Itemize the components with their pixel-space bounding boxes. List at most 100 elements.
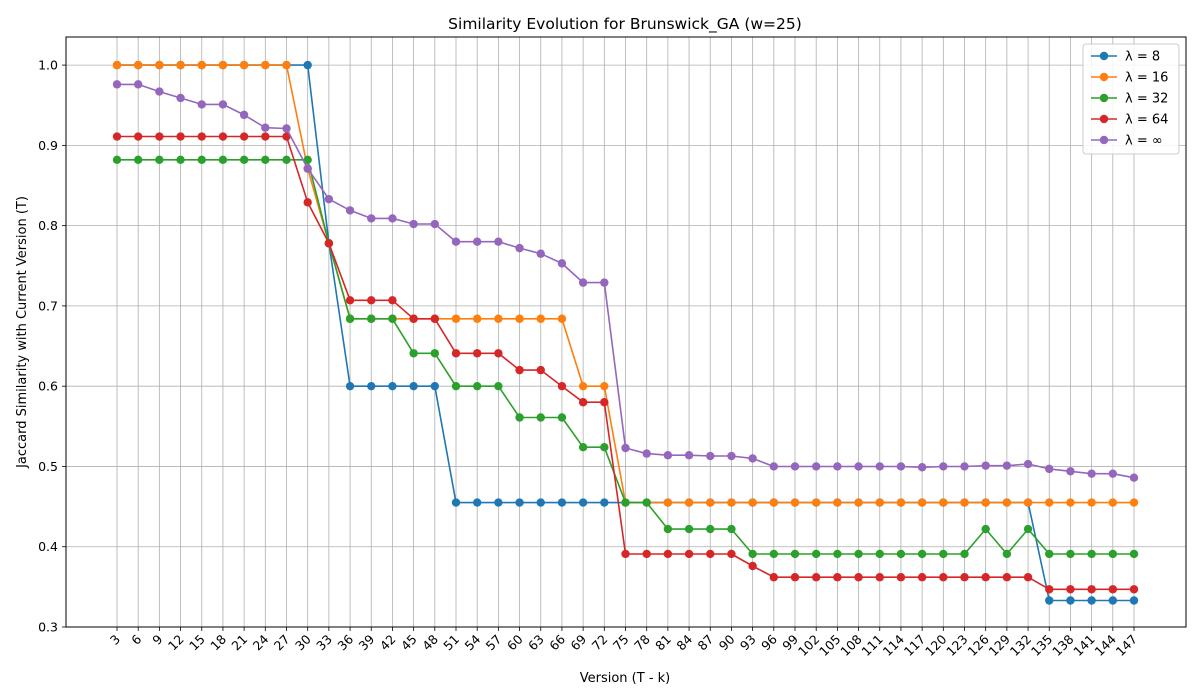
data-point [472, 314, 482, 323]
data-point [578, 498, 588, 507]
data-point [282, 132, 291, 141]
data-point [133, 60, 143, 70]
data-point [324, 194, 334, 204]
data-point [388, 381, 397, 391]
x-tick-label: 3 [107, 632, 123, 648]
data-point [1002, 573, 1012, 582]
x-tick-label: 96 [758, 631, 780, 653]
data-point [112, 155, 122, 165]
data-point [1087, 469, 1096, 478]
data-point [621, 549, 630, 559]
data-point [367, 381, 376, 391]
data-point [1129, 549, 1139, 559]
x-tick-label: 81 [652, 632, 674, 654]
legend-marker [1099, 114, 1109, 124]
data-point [1045, 549, 1054, 559]
data-point [706, 451, 715, 461]
data-point [663, 549, 673, 559]
data-point [917, 498, 927, 507]
x-tick-label: 54 [461, 631, 483, 653]
data-point [854, 549, 863, 559]
chart-title: Similarity Evolution for Brunswick_GA (w… [448, 15, 802, 34]
data-point [557, 314, 567, 323]
data-point [1129, 585, 1139, 594]
data-point [388, 314, 397, 323]
data-point [684, 524, 694, 534]
data-point [1023, 459, 1033, 469]
data-point [303, 164, 312, 173]
data-point [1129, 596, 1139, 605]
data-point [727, 549, 736, 559]
data-point [769, 498, 779, 507]
data-point [939, 573, 948, 582]
data-point [981, 461, 990, 470]
data-point [981, 573, 990, 582]
y-tick-label: 0.9 [38, 138, 58, 153]
data-point [557, 498, 567, 507]
data-point [1023, 524, 1033, 534]
data-point [536, 413, 545, 422]
data-point [833, 549, 842, 559]
legend-item: λ = 32 [1091, 92, 1168, 107]
data-point [748, 498, 757, 507]
data-point [1002, 549, 1012, 559]
legend-box [1082, 43, 1180, 155]
data-point [430, 381, 440, 391]
plot-frame [65, 36, 1187, 628]
data-point [790, 573, 800, 582]
data-point [706, 549, 715, 559]
data-point [388, 296, 397, 305]
data-point [854, 573, 863, 582]
data-point [600, 398, 609, 407]
data-point [578, 381, 588, 391]
x-tick-label: 15 [186, 632, 208, 654]
data-point [239, 110, 249, 120]
data-point [176, 132, 185, 141]
data-point [536, 249, 545, 258]
x-tick-label: 75 [610, 632, 632, 654]
data-point [155, 155, 164, 165]
y-tick-label: 0.6 [38, 379, 58, 394]
data-point [218, 60, 228, 70]
data-point [388, 214, 397, 223]
y-tick-label: 0.5 [38, 459, 58, 474]
x-tick-label: 30 [292, 631, 314, 653]
data-point [833, 573, 842, 582]
data-point [811, 498, 821, 507]
data-point [642, 549, 651, 559]
data-point [218, 100, 228, 109]
data-point [1108, 585, 1118, 594]
x-tick-label: 69 [567, 631, 589, 653]
data-point [1002, 498, 1012, 507]
data-point [1087, 549, 1096, 559]
y-tick-label: 1.0 [38, 58, 58, 73]
data-point [155, 60, 164, 70]
data-point [833, 498, 842, 507]
x-tick-label: 6 [128, 631, 144, 647]
data-point [197, 60, 206, 70]
data-point [875, 462, 884, 471]
data-point [261, 60, 270, 70]
data-point [663, 524, 673, 534]
data-point [324, 239, 334, 248]
data-point [1087, 498, 1096, 507]
data-point [1129, 498, 1139, 507]
data-point [748, 454, 757, 463]
data-point [557, 259, 567, 268]
data-point [727, 524, 736, 534]
data-point [112, 132, 122, 141]
data-point [345, 206, 355, 215]
legend-item: λ = 16 [1091, 71, 1168, 86]
data-point [430, 349, 440, 358]
x-tick-label: 12 [165, 632, 187, 654]
y-tick-label: 0.3 [38, 620, 58, 635]
data-point [303, 198, 312, 207]
data-point [1066, 549, 1075, 559]
x-axis-label: Version (T - k) [580, 671, 671, 686]
x-tick-label: 48 [419, 631, 441, 653]
data-point [218, 132, 228, 141]
data-point [811, 549, 821, 559]
data-point [515, 314, 524, 323]
data-point [1045, 464, 1054, 474]
data-point [917, 549, 927, 559]
